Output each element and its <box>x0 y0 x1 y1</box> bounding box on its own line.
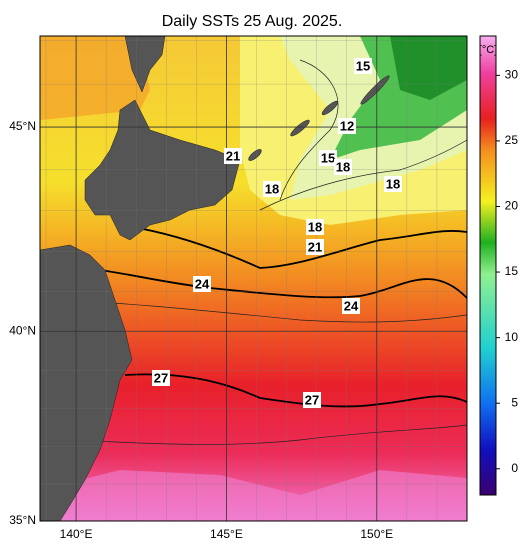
contour-label: 18 <box>308 219 322 234</box>
lat-tick-label: 35°N <box>9 513 36 527</box>
contour-label-box <box>319 150 337 166</box>
lon-tick-label: 150°E <box>360 527 393 541</box>
contour-label-box <box>303 392 321 408</box>
contour-label: 21 <box>308 239 322 254</box>
colorbar <box>479 35 497 496</box>
contour-label: 21 <box>226 148 240 163</box>
contour-label: 15 <box>321 150 335 165</box>
contour-label: 18 <box>336 159 350 174</box>
lon-tick-label: 145°E <box>210 527 243 541</box>
contour-label: 18 <box>265 181 279 196</box>
contour-label-box <box>354 58 372 74</box>
contour-label: 12 <box>340 118 354 133</box>
colorbar-tick-label: 25 <box>505 133 519 147</box>
colorbar-tick-label: 15 <box>505 264 519 278</box>
contour-label: 24 <box>344 298 359 313</box>
colorbar-tick-label: 0 <box>511 461 518 475</box>
contour-label: 18 <box>386 176 400 191</box>
contour-label-box <box>306 239 324 255</box>
title: Daily SSTs 25 Aug. 2025. <box>162 13 343 30</box>
contour-label-box <box>342 298 360 314</box>
contour-label-box <box>224 148 242 164</box>
colorbar-unit: [°C] <box>479 44 497 56</box>
colorbar-tick-label: 10 <box>505 330 519 344</box>
contour-label-box <box>193 276 211 292</box>
contour-label: 24 <box>195 276 210 291</box>
lon-tick-label: 140°E <box>60 527 93 541</box>
contour-label: 15 <box>356 58 370 73</box>
colorbar-tick-label: 20 <box>505 199 519 213</box>
contour-label-box <box>338 118 356 134</box>
contour-label-box <box>263 181 281 197</box>
lat-tick-label: 40°N <box>9 323 36 337</box>
colorbar-tick-label: 5 <box>511 395 518 409</box>
contour-label-box <box>334 159 352 175</box>
colorbar-tick-label: 30 <box>505 68 519 82</box>
contour-label-box <box>384 176 402 192</box>
map-frame <box>39 35 468 522</box>
contour-label: 27 <box>154 370 168 385</box>
land <box>40 36 390 521</box>
sst-field <box>40 36 467 521</box>
lat-tick-label: 45°N <box>9 119 36 133</box>
contour-label: 27 <box>305 392 319 407</box>
contour-label-box <box>152 370 170 386</box>
contour-label-box <box>306 219 324 235</box>
